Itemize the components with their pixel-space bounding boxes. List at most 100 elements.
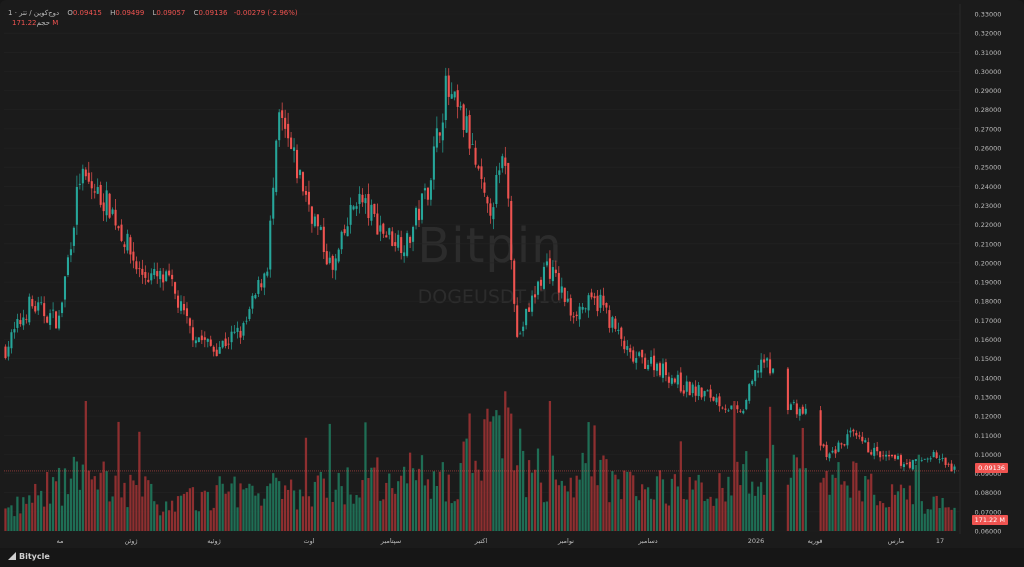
volume-bar xyxy=(334,489,337,531)
candle xyxy=(412,226,415,242)
volume-bar xyxy=(349,494,352,531)
y-tick-label: 0.21000 xyxy=(975,240,1002,248)
candle xyxy=(233,331,236,333)
candle xyxy=(254,294,257,299)
candle xyxy=(403,252,406,257)
volume-bar xyxy=(373,467,376,531)
volume-bar xyxy=(84,401,87,531)
candle xyxy=(429,180,432,200)
volume-bar xyxy=(284,485,287,531)
volume-bar xyxy=(893,494,897,531)
candle xyxy=(650,357,653,364)
candle xyxy=(890,454,894,457)
volume-bar xyxy=(81,464,84,531)
candle xyxy=(388,228,391,235)
volume-bar xyxy=(721,487,724,531)
candle xyxy=(63,276,67,300)
candle xyxy=(120,224,123,241)
volume-bar xyxy=(370,467,373,531)
y-tick-label: 0.17000 xyxy=(975,317,1002,325)
candle xyxy=(230,331,233,343)
volume-bar xyxy=(132,480,135,531)
candle xyxy=(43,303,46,317)
candle xyxy=(590,292,593,298)
legend-symbol: دوج‌کوین / تتر · 1 xyxy=(8,9,60,17)
y-tick-label: 0.28000 xyxy=(975,106,1002,114)
volume-bar xyxy=(51,477,55,531)
candlestick-chart[interactable]: 0.06000 0.07000 0.08000 0.09000 0.10000 0.110… xyxy=(0,0,1024,548)
candle xyxy=(560,286,563,293)
candle xyxy=(263,273,266,288)
volume-bar xyxy=(385,482,388,531)
volume-bar xyxy=(275,477,278,531)
y-tick-label: 0.12000 xyxy=(975,413,1002,421)
volume-bar xyxy=(316,475,319,531)
candle xyxy=(920,460,923,461)
candle xyxy=(117,226,120,229)
candle xyxy=(96,187,99,194)
volume-bar xyxy=(748,493,751,531)
footer-logo[interactable]: Bitycle xyxy=(8,552,50,561)
candle xyxy=(397,234,400,248)
candle xyxy=(385,235,388,238)
volume-bar xyxy=(941,497,944,531)
candle xyxy=(495,174,498,205)
y-tick-label: 0.32000 xyxy=(975,30,1002,38)
y-tick-label: 0.31000 xyxy=(975,49,1002,57)
candle xyxy=(644,357,647,369)
candle xyxy=(420,193,424,220)
volume-bar xyxy=(864,475,867,531)
y-tick-label: 0.14000 xyxy=(975,374,1002,382)
candle xyxy=(328,257,331,263)
candle xyxy=(138,268,141,270)
volume-bar xyxy=(260,505,263,531)
volume-bar xyxy=(533,469,537,531)
candle xyxy=(763,359,766,363)
candle xyxy=(325,251,328,265)
last-price-tag: 0.09136 xyxy=(975,463,1008,473)
volume-bar xyxy=(319,471,322,531)
candle xyxy=(486,196,489,204)
candle xyxy=(667,376,670,383)
candle xyxy=(298,170,302,176)
volume-bar xyxy=(652,499,656,531)
volume-bar xyxy=(575,475,578,531)
volume-bar xyxy=(361,480,364,531)
candle xyxy=(712,396,715,401)
candle xyxy=(902,464,905,468)
volume-bar xyxy=(611,471,614,531)
candle xyxy=(879,451,882,458)
volume-bar xyxy=(694,480,697,531)
volume-bar xyxy=(896,491,900,531)
y-tick-label: 0.33000 xyxy=(975,11,1002,19)
volume-bar xyxy=(855,462,858,531)
y-tick-label: 0.08000 xyxy=(975,489,1002,497)
candle xyxy=(739,410,742,412)
volume-bar xyxy=(120,497,123,531)
candle xyxy=(852,429,855,432)
volume-bar xyxy=(932,496,935,531)
volume-bar xyxy=(388,473,391,531)
volume-bar xyxy=(462,441,465,531)
candle xyxy=(75,186,78,225)
candle xyxy=(468,115,471,149)
candle xyxy=(141,268,144,275)
volume-bar xyxy=(310,506,314,531)
candle xyxy=(489,203,492,216)
candle xyxy=(165,271,168,281)
candle xyxy=(938,458,941,460)
candle xyxy=(108,193,111,218)
volume-bar xyxy=(117,421,120,531)
candle xyxy=(899,455,903,466)
volume-bar xyxy=(822,477,825,531)
candle xyxy=(450,94,453,99)
volume-bar xyxy=(230,483,233,531)
x-tick-label: 2026 xyxy=(748,537,765,545)
candle xyxy=(513,260,516,304)
volume-bar xyxy=(471,472,474,531)
volume-bar xyxy=(661,479,665,531)
candle xyxy=(724,408,727,410)
volume-bar xyxy=(254,495,257,531)
volume-legend: حجم171.22 M xyxy=(8,19,58,27)
candle xyxy=(132,251,135,261)
